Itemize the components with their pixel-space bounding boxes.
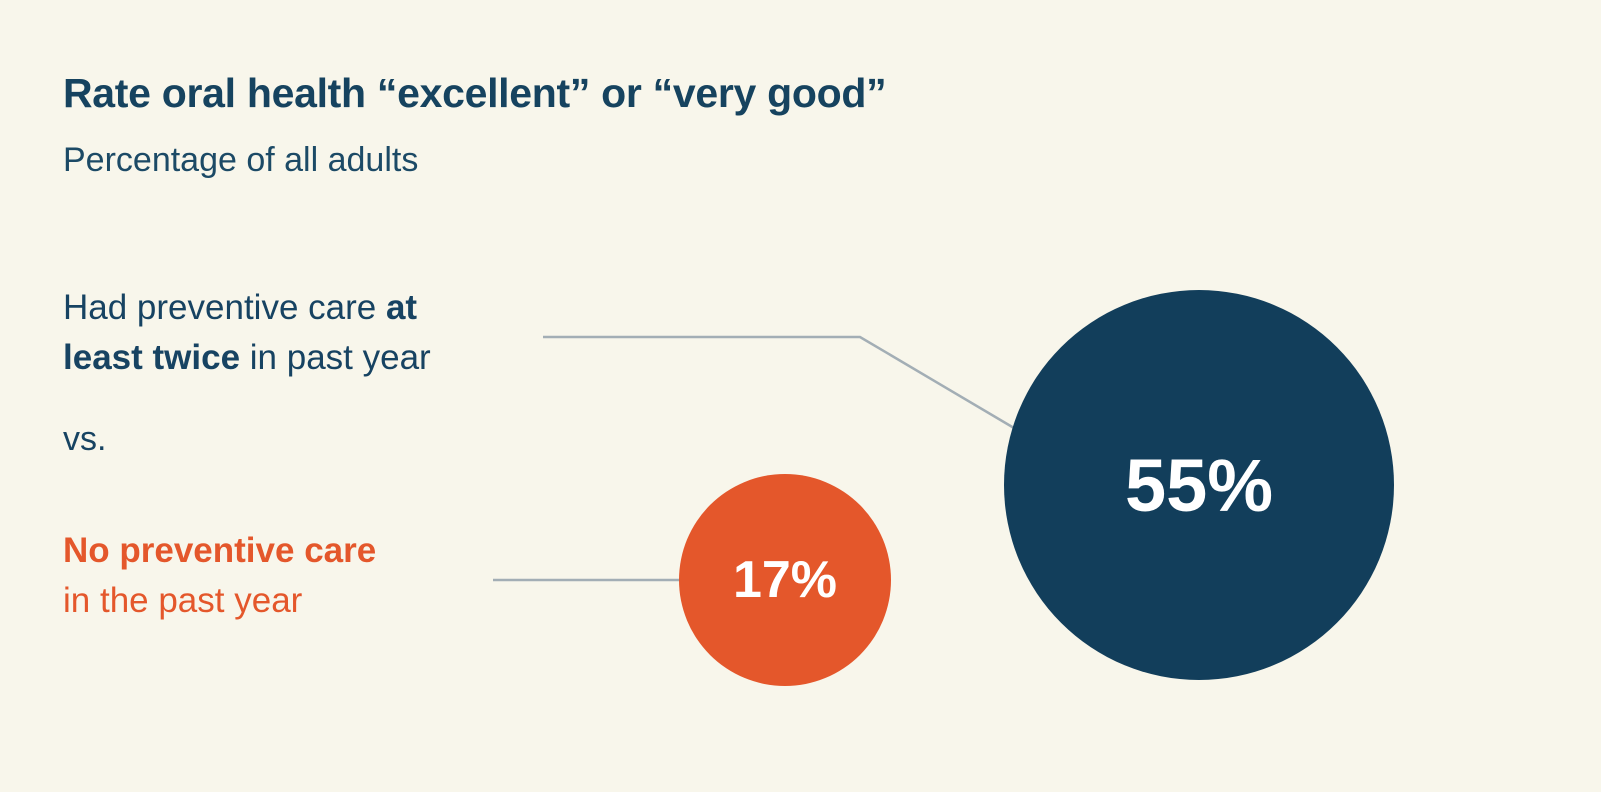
label-no-preventive-care: No preventive care in the past year	[63, 526, 376, 626]
versus-text: vs.	[63, 420, 107, 458]
leader-line-large-bubble	[543, 335, 1015, 430]
bubble-17-percent: 17%	[679, 474, 891, 686]
label-preventive-care-twice-line1-bold: at	[385, 288, 418, 327]
bubble-17-percent-value: 17%	[732, 551, 838, 609]
bubble-55-percent: 55%	[1004, 290, 1394, 680]
chart-title: Rate oral health “excellent” or “very go…	[63, 70, 887, 116]
label-preventive-care-twice-line1-normal: Had preventive care	[63, 288, 386, 327]
chart-subtitle: Percentage of all adults	[63, 141, 419, 179]
label-preventive-care-twice-line2-normal: in past year	[240, 338, 431, 377]
bubble-55-percent-value: 55%	[1124, 443, 1274, 527]
label-preventive-care-twice: Had preventive care at least twice in pas…	[63, 283, 431, 383]
label-no-preventive-care-line1-bold: No preventive care	[63, 531, 377, 570]
label-preventive-care-twice-line2-bold: least twice	[63, 338, 241, 377]
label-no-preventive-care-line2-normal: in the past year	[63, 581, 303, 620]
